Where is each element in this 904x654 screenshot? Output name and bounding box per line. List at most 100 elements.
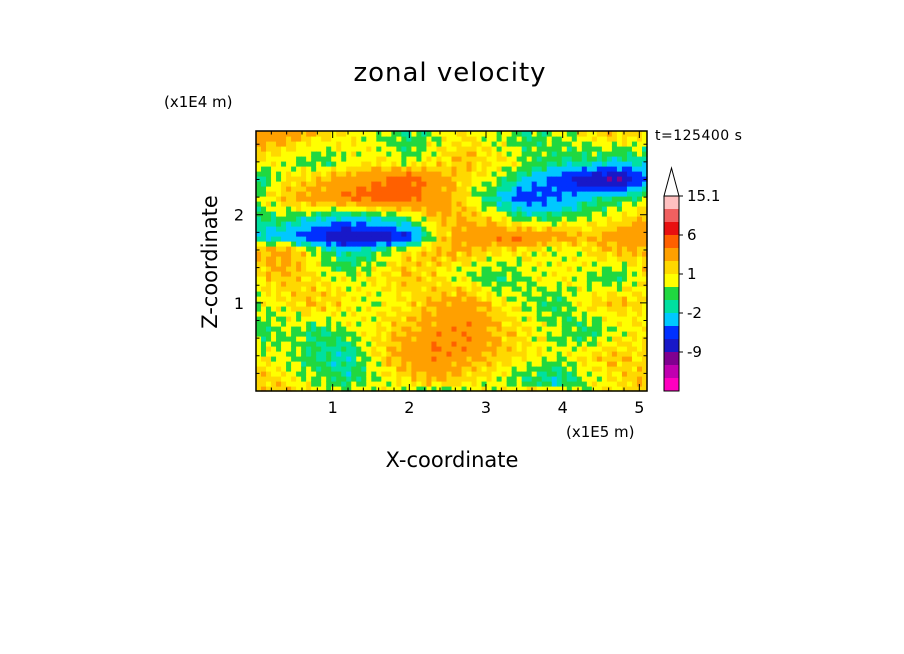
heatmap-cell (481, 216, 488, 222)
heatmap-cell (281, 371, 287, 377)
heatmap-cell (601, 376, 608, 382)
heatmap-cell (581, 321, 588, 327)
heatmap-cell (351, 361, 357, 367)
heatmap-cell (511, 286, 518, 292)
heatmap-cell (256, 201, 262, 207)
heatmap-cell (526, 366, 533, 372)
heatmap-cell (356, 171, 362, 177)
heatmap-cell (476, 141, 483, 147)
heatmap-cell (456, 181, 463, 187)
heatmap-cell (621, 336, 628, 342)
heatmap-cell (476, 326, 483, 332)
heatmap-cell (636, 216, 643, 222)
heatmap-cell (326, 191, 332, 197)
heatmap-cell (521, 281, 528, 287)
heatmap-cell (366, 271, 372, 277)
heatmap-cell (316, 351, 322, 357)
heatmap-cell (641, 386, 648, 392)
heatmap-cell (456, 186, 463, 192)
heatmap-cell (296, 191, 302, 197)
heatmap-cell (546, 196, 553, 202)
heatmap-cell (621, 256, 628, 262)
heatmap-cell (376, 316, 382, 322)
heatmap-cell (281, 196, 287, 202)
heatmap-cell (506, 316, 513, 322)
heatmap-cell (551, 131, 558, 137)
heatmap-cell (641, 306, 648, 312)
heatmap-cell (631, 176, 638, 182)
heatmap-cell (536, 326, 543, 332)
heatmap-cell (351, 136, 357, 142)
heatmap-cell (611, 256, 618, 262)
heatmap-cell (566, 206, 573, 212)
heatmap-cell (621, 301, 628, 307)
heatmap-cell (601, 351, 608, 357)
heatmap-cell (306, 141, 312, 147)
heatmap-cell (426, 161, 433, 167)
heatmap-cell (606, 291, 613, 297)
heatmap-cell (396, 331, 402, 337)
heatmap-cell (336, 201, 342, 207)
heatmap-cell (441, 381, 448, 387)
heatmap-cell (541, 301, 548, 307)
heatmap-cell (521, 341, 528, 347)
heatmap-cell (561, 276, 568, 282)
heatmap-cell (576, 156, 583, 162)
heatmap-cell (441, 266, 448, 272)
heatmap-cell (396, 281, 402, 287)
heatmap-cell (436, 371, 443, 377)
heatmap-cell (641, 326, 648, 332)
heatmap-cell (461, 226, 468, 232)
heatmap-cell (336, 301, 342, 307)
heatmap-cell (266, 231, 272, 237)
x-tick-label: 5 (634, 398, 644, 417)
heatmap-cell (436, 196, 443, 202)
heatmap-cell (446, 351, 453, 357)
heatmap-cell (326, 186, 332, 192)
heatmap-cell (441, 151, 448, 157)
heatmap-cell (641, 266, 648, 272)
heatmap-cell (256, 346, 262, 352)
heatmap-cell (621, 291, 628, 297)
heatmap-cell (411, 316, 418, 322)
heatmap-cell (276, 381, 282, 387)
heatmap-cell (301, 166, 307, 172)
heatmap-cell (316, 366, 322, 372)
heatmap-cell (561, 236, 568, 242)
heatmap-cell (476, 191, 483, 197)
heatmap-cell (271, 221, 277, 227)
heatmap-cell (416, 346, 423, 352)
heatmap-cell (506, 361, 513, 367)
heatmap-cell (631, 166, 638, 172)
colorbar-segment (664, 209, 679, 223)
heatmap-cell (631, 386, 638, 392)
heatmap-cell (276, 221, 282, 227)
heatmap-cell (316, 296, 322, 302)
heatmap-cell (341, 226, 347, 232)
heatmap-cell (351, 341, 357, 347)
heatmap-cell (621, 296, 628, 302)
heatmap-cell (326, 131, 332, 137)
heatmap-cell (311, 296, 317, 302)
heatmap-cell (526, 161, 533, 167)
heatmap-cell (256, 306, 262, 312)
heatmap-cell (331, 241, 337, 247)
heatmap-cell (566, 196, 573, 202)
heatmap-cell (531, 241, 538, 247)
heatmap-cell (336, 136, 342, 142)
heatmap-cell (491, 331, 498, 337)
heatmap-cell (621, 351, 628, 357)
heatmap-cell (621, 191, 628, 197)
heatmap-cell (626, 311, 633, 317)
heatmap-cell (306, 196, 312, 202)
heatmap-cell (391, 386, 397, 392)
heatmap-cell (316, 271, 322, 277)
heatmap-cell (581, 236, 588, 242)
heatmap-cell (271, 371, 277, 377)
heatmap-cell (386, 346, 392, 352)
heatmap-cell (451, 141, 458, 147)
heatmap-cell (306, 221, 312, 227)
heatmap-cell (431, 186, 438, 192)
heatmap-cell (316, 311, 322, 317)
heatmap-cell (276, 206, 282, 212)
